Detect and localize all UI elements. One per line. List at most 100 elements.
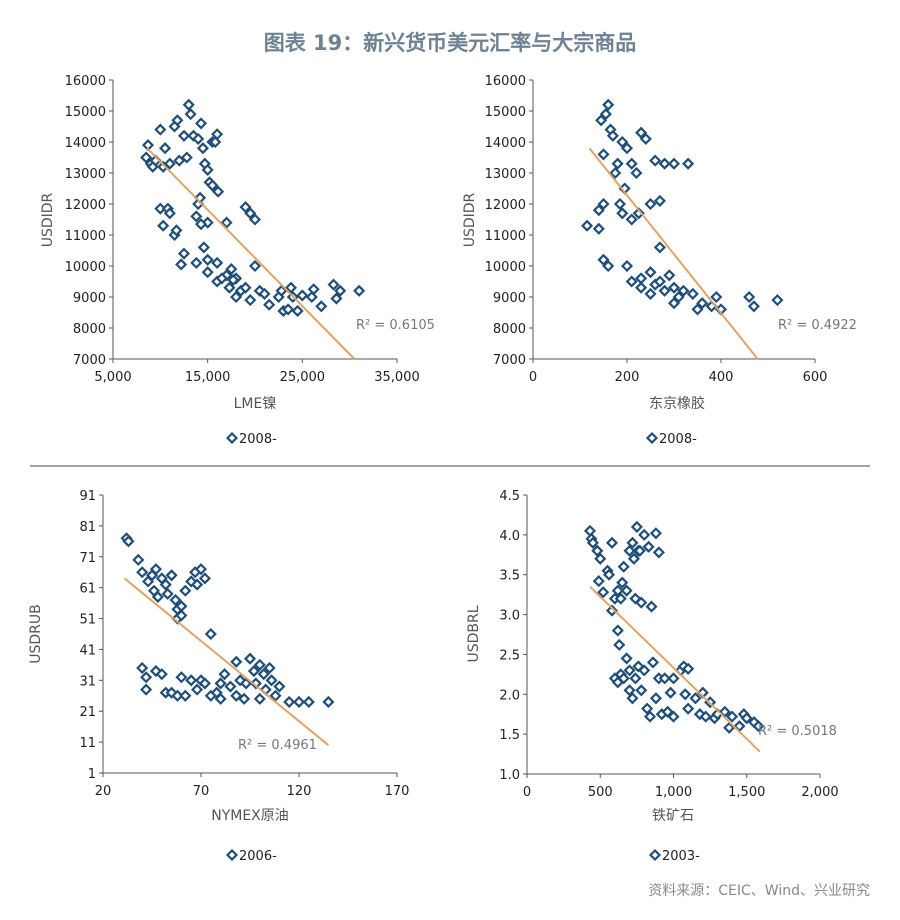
data-point: [175, 258, 188, 271]
data-point: [177, 129, 191, 142]
data-point: [597, 148, 610, 161]
legend-marker-icon: [645, 431, 659, 445]
data-point: [595, 114, 608, 127]
x-tick-label: 70: [193, 784, 210, 799]
x-tick-label: 20: [95, 784, 112, 799]
data-point: [580, 219, 594, 232]
data-point: [238, 692, 251, 705]
data-point: [699, 710, 712, 723]
data-point: [201, 266, 214, 279]
data-point: [743, 290, 756, 304]
x-tick-label: 170: [385, 784, 410, 799]
y-tick-label: 12000: [65, 198, 106, 213]
data-point: [602, 98, 615, 111]
data-point: [613, 638, 626, 651]
scatter-panel-2: 7000 8000 9000 10000 11000 12000 13000 14000 150…: [462, 74, 857, 447]
data-point: [132, 553, 145, 566]
y-tick-label: 8000: [493, 322, 526, 337]
data-point: [653, 241, 666, 254]
y-tick-label: 2.0: [499, 688, 520, 703]
data-point: [248, 213, 262, 226]
data-point: [184, 108, 197, 121]
data-point: [194, 218, 208, 231]
data-point: [282, 303, 295, 316]
data-point: [163, 207, 176, 220]
data-point: [154, 123, 167, 136]
data-point: [263, 661, 276, 675]
data-point: [225, 263, 238, 276]
data-point: [157, 219, 170, 232]
data-point: [151, 590, 164, 603]
data-point: [291, 304, 304, 318]
y-tick-label: 61: [79, 582, 96, 597]
data-point: [726, 710, 739, 723]
r-squared-label: R² = 0.6105: [356, 318, 435, 333]
data-point: [626, 692, 639, 705]
scatter-panel-4: 1.0 1.5 2.0 2.5 3.0 3.5 4.0 4.5 0 500 1,000 1,500 2,…: [466, 489, 839, 864]
data-point: [663, 269, 676, 282]
y-tick-label: 41: [79, 643, 96, 658]
data-point: [592, 222, 605, 235]
data-point: [649, 154, 662, 167]
data-point: [644, 197, 657, 211]
data-point: [136, 566, 149, 579]
data-point: [334, 284, 347, 297]
data-point: [664, 686, 677, 699]
data-point: [653, 275, 666, 288]
y-tick-label: 16000: [485, 74, 526, 89]
data-point: [171, 689, 184, 702]
data-point: [620, 652, 633, 665]
y-tick-label: 10000: [65, 260, 106, 275]
trendline: [123, 577, 330, 746]
r-squared-label: R² = 0.5018: [758, 724, 837, 739]
legend: 2006-: [225, 848, 277, 864]
x-axis-label: LME镍: [234, 396, 277, 412]
data-point: [194, 117, 208, 130]
data-point: [240, 677, 253, 690]
y-tick-label: 31: [79, 674, 96, 689]
data-point: [626, 536, 639, 549]
y-tick-label: 10000: [485, 260, 526, 275]
data-point: [154, 202, 167, 215]
data-point: [696, 297, 709, 310]
data-point: [302, 695, 315, 709]
legend: 2003-: [648, 848, 700, 864]
data-point: [185, 674, 198, 687]
legend-label: 2008-: [659, 432, 697, 447]
data-point: [623, 664, 636, 677]
data-point: [597, 253, 610, 266]
figure-title: 图表 19：新兴货币美元汇率与大宗商品: [264, 31, 637, 55]
data-point: [204, 627, 217, 641]
data-point: [201, 163, 214, 176]
data-point: [614, 592, 627, 605]
data-point: [625, 157, 638, 170]
data-point: [740, 712, 753, 725]
data-point: [635, 684, 648, 697]
y-tick-label: 1.5: [499, 728, 520, 743]
data-point: [220, 216, 233, 229]
y-tick-label: 11: [79, 736, 96, 751]
data-point: [180, 151, 193, 164]
data-point: [253, 658, 266, 671]
data-point: [296, 289, 309, 302]
data-point: [212, 185, 225, 198]
x-tick-label: 400: [709, 370, 734, 385]
y-tick-label: 91: [79, 489, 96, 504]
data-point: [597, 586, 610, 599]
data-point: [247, 665, 260, 678]
data-point: [752, 720, 765, 733]
data-point: [223, 281, 236, 294]
x-tick-label: 35,000: [374, 370, 420, 385]
data-point: [315, 300, 328, 313]
legend-marker-icon: [648, 848, 662, 862]
y-tick-label: 9000: [493, 291, 526, 306]
data-point: [191, 683, 204, 696]
data-point: [155, 668, 168, 681]
data-point: [594, 552, 607, 565]
y-tick-label: 16000: [65, 74, 106, 89]
data-point: [616, 576, 629, 589]
data-point: [327, 278, 340, 291]
data-point: [638, 528, 651, 541]
data-point: [591, 544, 604, 557]
